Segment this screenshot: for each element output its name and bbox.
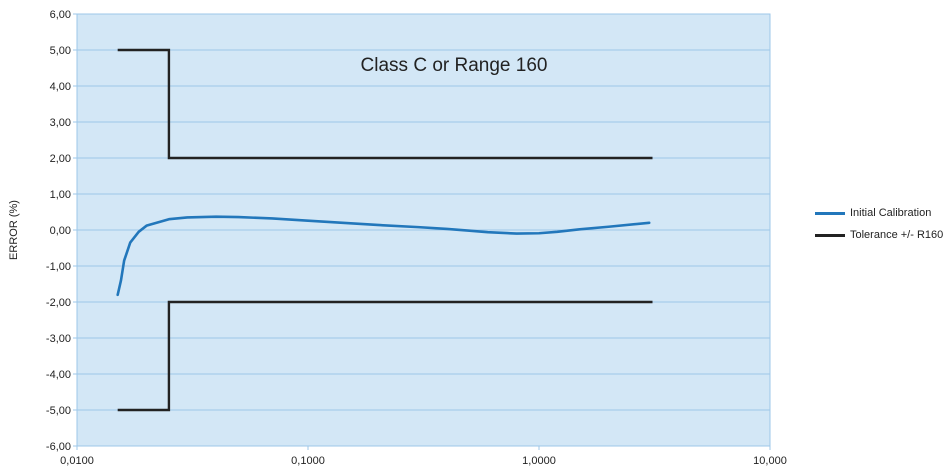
y-tick-label: 0,00 (50, 225, 71, 237)
y-tick-label: 1,00 (50, 189, 71, 201)
legend-item-tolerance: Tolerance +/- R160 (815, 228, 943, 242)
x-tick-label: 10,000 (753, 455, 787, 467)
y-tick-label: 4,00 (50, 81, 71, 93)
legend-label: Initial Calibration (850, 207, 932, 219)
y-tick-label: -3,00 (46, 333, 71, 345)
y-axis-label: ERROR (%) (8, 200, 20, 260)
x-tick-label: 1,0000 (522, 455, 556, 467)
y-tick-label: 5,00 (50, 45, 71, 57)
series-layer (116, 48, 653, 412)
legend: Initial Calibration Tolerance +/- R160 (815, 206, 943, 250)
x-axis-ticks: 0,0100 0,1000 1,0000 10,000 (60, 446, 787, 467)
y-tick-label: -2,00 (46, 297, 71, 309)
y-axis-ticks: 6,00 5,00 4,00 3,00 2,00 1,00 0,00 -1,00 -2,00 -3… (46, 9, 77, 453)
y-tick-label: -4,00 (46, 369, 71, 381)
x-tick-label: 0,1000 (291, 455, 325, 467)
x-tick-label: 0,0100 (60, 455, 94, 467)
y-tick-label: 6,00 (50, 9, 71, 21)
legend-swatch-tolerance (815, 234, 845, 237)
y-tick-label: -1,00 (46, 261, 71, 273)
legend-swatch-initial-calibration (815, 212, 845, 215)
tolerance-upper-line (117, 48, 653, 160)
y-tick-label: -6,00 (46, 441, 71, 453)
y-tick-label: 3,00 (50, 117, 71, 129)
series-line-initial-calibration (116, 215, 651, 297)
y-tick-label: 2,00 (50, 153, 71, 165)
y-tick-label: -5,00 (46, 405, 71, 417)
legend-item-initial-calibration: Initial Calibration (815, 206, 943, 220)
legend-label: Tolerance +/- R160 (850, 229, 943, 241)
tolerance-lower-line (117, 300, 653, 412)
chart-annotation: Class C or Range 160 (361, 55, 548, 76)
